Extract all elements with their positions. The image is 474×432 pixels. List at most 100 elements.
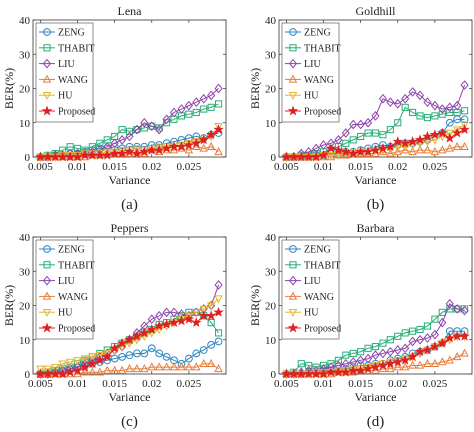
- legend-swatch-marker: [41, 322, 53, 333]
- x-axis-label: Variance: [109, 173, 151, 187]
- chart-title: Goldhill: [355, 4, 396, 18]
- data-point: [409, 327, 417, 335]
- data-point: [169, 307, 179, 318]
- data-point: [414, 346, 426, 357]
- y-tick-label: 40: [19, 15, 31, 27]
- data-point: [342, 139, 350, 147]
- legend-label: Proposed: [58, 107, 95, 118]
- data-point: [87, 358, 98, 369]
- data-point: [349, 119, 358, 130]
- data-point: [103, 350, 112, 359]
- legend-label: THABIT: [304, 260, 341, 271]
- data-point: [206, 302, 216, 311]
- legend-label: THABIT: [304, 43, 341, 54]
- data-point: [401, 103, 409, 111]
- y-tick-label: 40: [19, 232, 31, 244]
- data-point: [438, 308, 446, 316]
- legend-swatch-marker: [289, 261, 297, 269]
- data-point: [118, 352, 126, 361]
- x-tick-label: 0.025: [177, 161, 202, 173]
- data-point: [72, 151, 83, 162]
- data-point: [147, 362, 156, 371]
- legend-swatch-marker: [287, 105, 299, 116]
- data-point: [124, 334, 135, 345]
- data-point: [379, 131, 387, 139]
- y-tick-label: 30: [265, 266, 277, 278]
- data-point: [116, 148, 128, 159]
- x-tick-label: 0.025: [177, 378, 202, 390]
- data-point: [423, 322, 432, 330]
- data-point: [393, 147, 402, 156]
- x-tick-label: 0.015: [348, 161, 373, 173]
- data-point: [214, 147, 223, 156]
- y-tick-label: 20: [265, 301, 277, 313]
- data-point: [147, 344, 156, 353]
- data-point: [102, 149, 113, 160]
- chart-title: Barbara: [357, 221, 396, 235]
- chart-panel-1: Lena 0 10 20 30 40 0.005 0.01 0.015 0.02 0.025 Vari…: [2, 4, 227, 213]
- legend-swatch-marker: [289, 245, 297, 253]
- data-point: [183, 313, 195, 324]
- data-point: [192, 349, 201, 358]
- data-point: [185, 110, 193, 118]
- data-point: [445, 143, 454, 152]
- data-point: [407, 136, 418, 147]
- x-tick-label: 0.02: [388, 161, 407, 173]
- data-point: [326, 152, 336, 161]
- data-point: [133, 349, 141, 358]
- data-point: [199, 143, 208, 152]
- data-point: [431, 112, 439, 120]
- data-point: [340, 366, 352, 377]
- data-point: [139, 327, 150, 338]
- data-point: [394, 119, 402, 127]
- data-point: [415, 360, 425, 369]
- data-point: [169, 362, 179, 371]
- data-point: [125, 364, 134, 373]
- chart-title: Peppers: [111, 221, 149, 235]
- data-point: [437, 337, 448, 348]
- data-point: [393, 143, 402, 152]
- data-point: [169, 107, 179, 118]
- data-point: [355, 365, 366, 376]
- data-point: [94, 354, 106, 365]
- data-point: [102, 351, 113, 362]
- data-point: [461, 107, 469, 115]
- data-point: [125, 127, 134, 135]
- x-tick-label: 0.015: [102, 378, 127, 390]
- data-point: [215, 329, 223, 337]
- y-tick-label: 10: [19, 118, 31, 130]
- data-point: [445, 118, 454, 127]
- data-point: [64, 366, 76, 377]
- x-tick-label: 0.005: [28, 378, 53, 390]
- data-point: [199, 305, 208, 314]
- legend-swatch-marker: [42, 275, 52, 286]
- y-tick-label: 20: [265, 84, 277, 96]
- data-point: [393, 362, 402, 371]
- x-tick-label: 0.025: [423, 378, 448, 390]
- data-point: [444, 132, 455, 143]
- data-point: [362, 146, 374, 157]
- data-point: [386, 336, 394, 344]
- data-point: [214, 295, 223, 304]
- data-point: [80, 367, 90, 376]
- legend-swatch-marker: [42, 58, 52, 69]
- y-tick-label: 40: [265, 15, 277, 27]
- data-point: [370, 361, 381, 372]
- data-point: [110, 138, 119, 149]
- legend-label: Proposed: [58, 324, 95, 335]
- data-point: [153, 320, 165, 331]
- legend-swatch-marker: [288, 275, 298, 286]
- y-tick-label: 30: [19, 266, 31, 278]
- y-tick-label: 0: [25, 369, 31, 381]
- data-point: [378, 348, 387, 359]
- data-point: [80, 355, 90, 364]
- data-point: [444, 332, 455, 343]
- data-point: [88, 143, 96, 151]
- data-point: [399, 354, 411, 365]
- data-point: [168, 317, 180, 328]
- data-point: [110, 354, 119, 363]
- data-point: [205, 129, 217, 140]
- y-axis-label: BER(%): [2, 68, 16, 109]
- data-point: [416, 325, 424, 334]
- data-point: [370, 144, 381, 155]
